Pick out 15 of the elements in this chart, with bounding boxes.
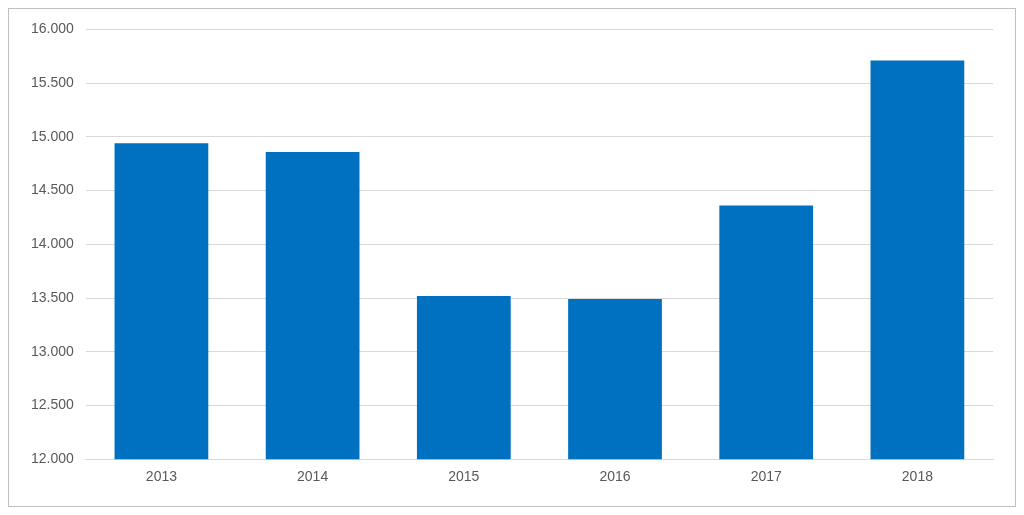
y-tick-label: 14.500 — [30, 181, 75, 198]
x-tick-label: 2013 — [145, 468, 178, 485]
x-tick-label: 2016 — [599, 468, 631, 485]
y-tick-label: 15.000 — [30, 127, 75, 144]
x-tick-label: 2017 — [750, 468, 782, 485]
x-tick-label: 2015 — [448, 468, 480, 485]
y-tick-label: 16.000 — [30, 20, 75, 37]
y-tick-label: 12.500 — [30, 396, 75, 413]
y-tick-label: 14.000 — [30, 235, 75, 252]
x-tick-label: 2014 — [297, 468, 329, 485]
y-tick-label: 12.000 — [30, 450, 75, 467]
y-tick-label: 13.000 — [30, 342, 75, 359]
y-tick-label: 13.500 — [30, 288, 75, 305]
x-tick-label: 2018 — [901, 468, 934, 485]
y-tick-label: 15.500 — [30, 73, 75, 90]
